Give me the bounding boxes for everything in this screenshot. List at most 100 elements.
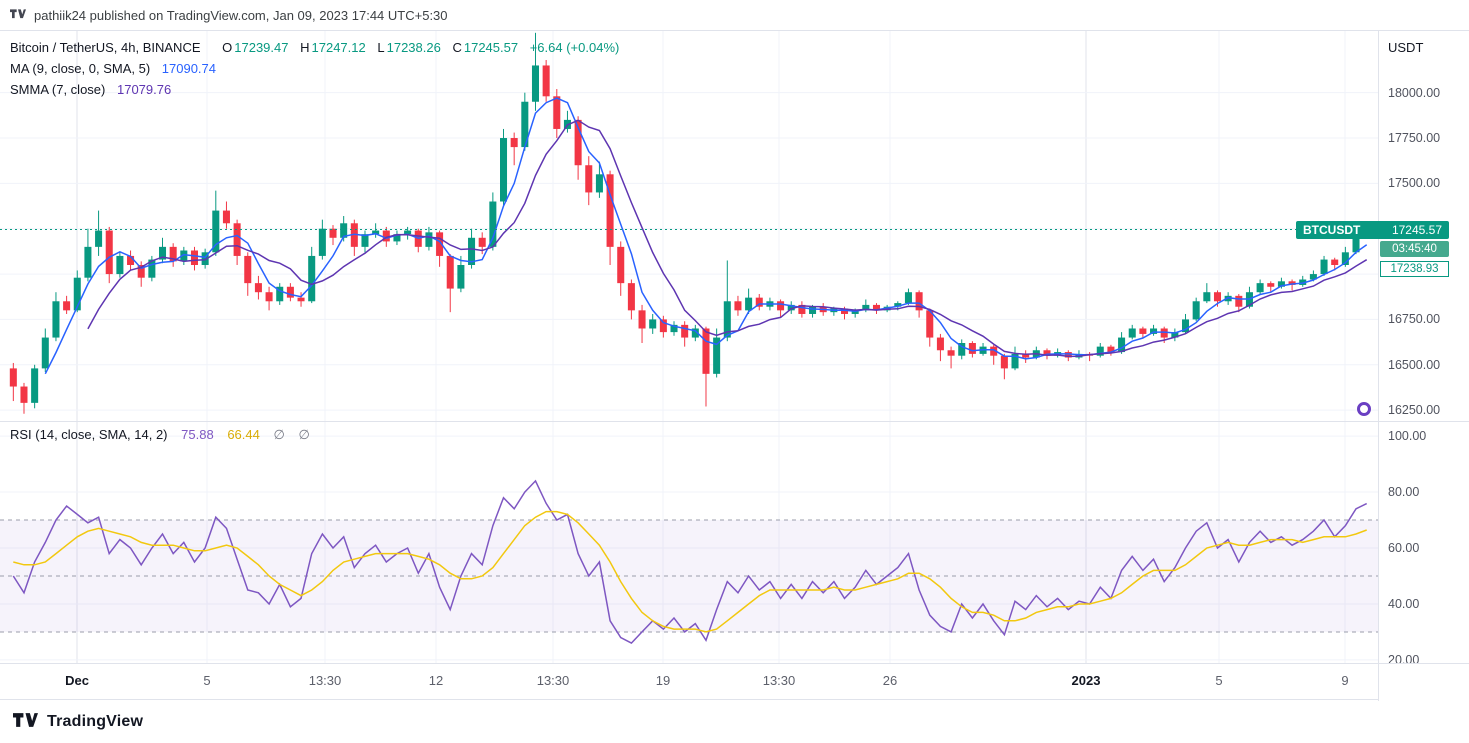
candle-body [169,246,177,262]
candle-body [372,230,380,235]
candle-body [585,165,593,193]
rsi-ma-value: 66.44 [227,427,260,442]
candle-body [968,343,976,354]
candle-body [297,297,305,302]
ma-legend-row[interactable]: MA (9, close, 0, SMA, 5) 17090.74 [10,58,619,79]
pane-separator[interactable] [0,421,1469,422]
candle-body [436,232,444,256]
rsi-axis-label: 40.00 [1388,596,1420,611]
time-axis-label: 5 [1215,673,1223,688]
candle-body [1139,328,1147,334]
ma-value: 17090.74 [161,61,217,76]
price-scale[interactable]: USDT 18000.00 17750.00 17500.00 16750.00 165… [1378,31,1469,701]
candle-body [190,250,199,265]
candle-body [318,228,326,256]
candle-body [73,277,81,311]
badge-symbol-text: BTCUSDT [1303,222,1361,237]
rsi-series-line [12,479,1368,645]
main-legend[interactable]: Bitcoin / TetherUS, 4h, BINANCE O 17239.4… [10,37,619,100]
candle-body [52,301,60,338]
rsi-axis-label: 80.00 [1388,485,1420,500]
candle-body [1181,319,1190,333]
rsi-legend-row[interactable]: RSI (14, close, SMA, 14, 2) 75.88 66.44 … [10,427,310,443]
candle-body [1352,232,1360,253]
candle-body [1192,301,1200,320]
tradingview-logo[interactable] [13,712,38,731]
candle-body [617,246,625,284]
price-pane-canvas[interactable] [0,31,1378,421]
candle-body [105,230,113,275]
countdown-text: 03:45:40 [1392,242,1437,255]
candle-body [638,310,646,329]
candle-body [915,292,923,311]
candle-body [691,328,699,338]
candle-body [20,386,28,403]
footer-brand-text[interactable]: TradingView [47,712,144,730]
candle-body [308,255,316,302]
candle-body [1320,259,1328,275]
candle-body [478,237,486,247]
candle-body [542,65,550,97]
prev-price-text: 17238.93 [1390,262,1439,275]
rsi-axis-label: 100.00 [1388,429,1427,444]
candle-body [1331,259,1339,265]
price-axis-label: 18000.00 [1388,85,1441,100]
smma-label: SMMA (7, close) [10,82,106,97]
candle-body [777,301,785,311]
candle-body [31,368,39,403]
chart-widget: Bitcoin / TetherUS, 4h, BINANCE O 17239.4… [0,30,1469,701]
candle-body [63,301,71,311]
candle-body [286,286,294,298]
candle-body [862,304,870,311]
candle-body [180,250,188,262]
rsi-axis-label: 60.00 [1388,541,1420,555]
candle-body [1299,279,1307,285]
smma-legend-row[interactable]: SMMA (7, close) 17079.76 [10,79,619,100]
attribution-text: pathiik24 published on TradingView.com, … [34,7,448,23]
candle-body [1096,346,1104,356]
candle-body [41,337,49,369]
time-axis-label: 12 [428,673,444,688]
candle-body [755,297,763,307]
candle-body [659,319,667,333]
candle-body [1213,292,1222,302]
candle-body [222,210,230,224]
rsi-pane-canvas[interactable] [0,421,1378,663]
footer-bar: TradingView [0,700,1469,743]
candle-body [595,174,603,193]
candle-body [1011,353,1019,369]
candle-body [606,174,614,247]
candle-body [947,350,955,356]
candle-body [798,304,806,314]
candle-body [9,368,17,387]
time-scale[interactable]: Dec 5 13:30 12 13:30 19 13:30 26 2023 5 9 [0,663,1378,701]
candle-body [521,101,529,148]
candle-body [723,301,731,338]
rsi_ma-series-line [13,510,1367,633]
candle-body [212,210,220,253]
candle-body [713,337,721,374]
purple-circle-marker [1357,402,1371,416]
last-price-badge[interactable]: BTCUSDT 17245.57 [1296,220,1449,239]
rsi-value: 75.88 [181,427,214,442]
time-axis-separator [0,663,1469,664]
candle-body [457,265,465,289]
candle-body [851,310,859,314]
candle-body [254,283,262,293]
candle-body [1022,353,1030,358]
candle-body [233,223,241,256]
candle-body [649,319,657,329]
ma-line [44,97,1368,375]
price-axis-label: 17750.00 [1388,131,1441,146]
candle-body [1118,337,1126,353]
candle-body [1267,283,1275,287]
candle-body [1341,252,1349,265]
price-change: +6.64 (+0.04%) [529,40,620,55]
symbol-title[interactable]: Bitcoin / TetherUS, 4h, BINANCE [10,40,201,55]
badge-price-text: 17245.57 [1391,222,1442,237]
time-axis-label: Dec [65,673,89,688]
candle-body [958,343,966,356]
ohlc-high-label: H [300,40,310,55]
candle-body [84,246,92,278]
candle-body [1043,350,1051,356]
